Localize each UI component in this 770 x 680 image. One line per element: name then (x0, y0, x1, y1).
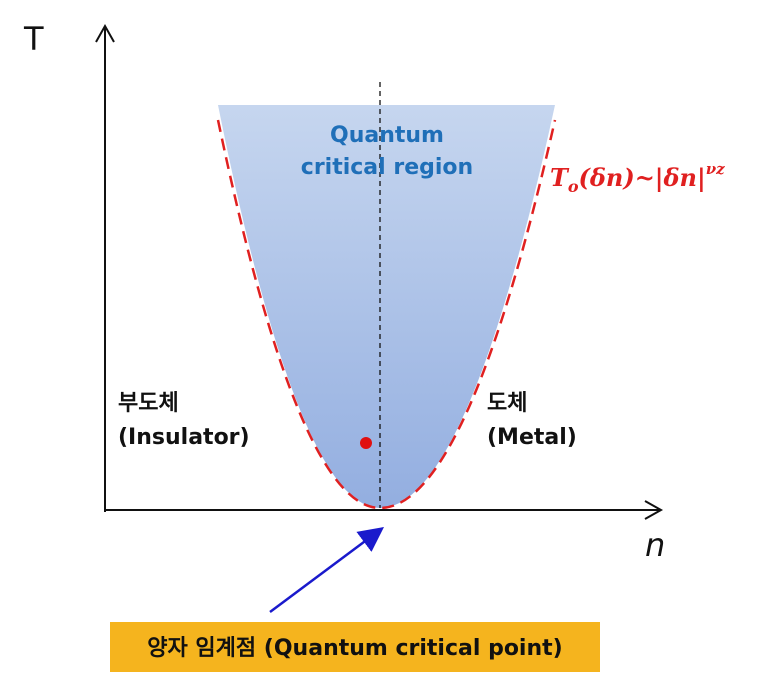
x-axis-label: n (645, 526, 665, 564)
formula-body: (δn)~|δn| (579, 163, 706, 192)
crossover-curve (216, 119, 557, 510)
critical-point-label: 양자 임계점 (Quantum critical point) (147, 636, 562, 661)
metal-label: (Metal) (487, 425, 577, 450)
red-dot (360, 437, 372, 449)
formula-base: T (550, 163, 570, 192)
formula: To(δn)~|δn|νz (550, 160, 725, 196)
pointer-arrow (269, 527, 385, 614)
formula-subscript: o (568, 177, 579, 196)
region-label: Quantum (330, 123, 444, 148)
formula-superscript: νz (706, 160, 725, 178)
insulator-label: (Insulator) (118, 425, 250, 450)
region-label: critical region (301, 155, 473, 180)
metal-label: 도체 (487, 391, 527, 416)
x-axis-arrow (644, 500, 664, 520)
y-axis-label: T (23, 20, 44, 58)
y-axis-arrow (95, 23, 115, 43)
label-box (110, 622, 600, 672)
insulator-label: 부도체 (118, 391, 179, 416)
critical-region-fill (218, 105, 555, 508)
